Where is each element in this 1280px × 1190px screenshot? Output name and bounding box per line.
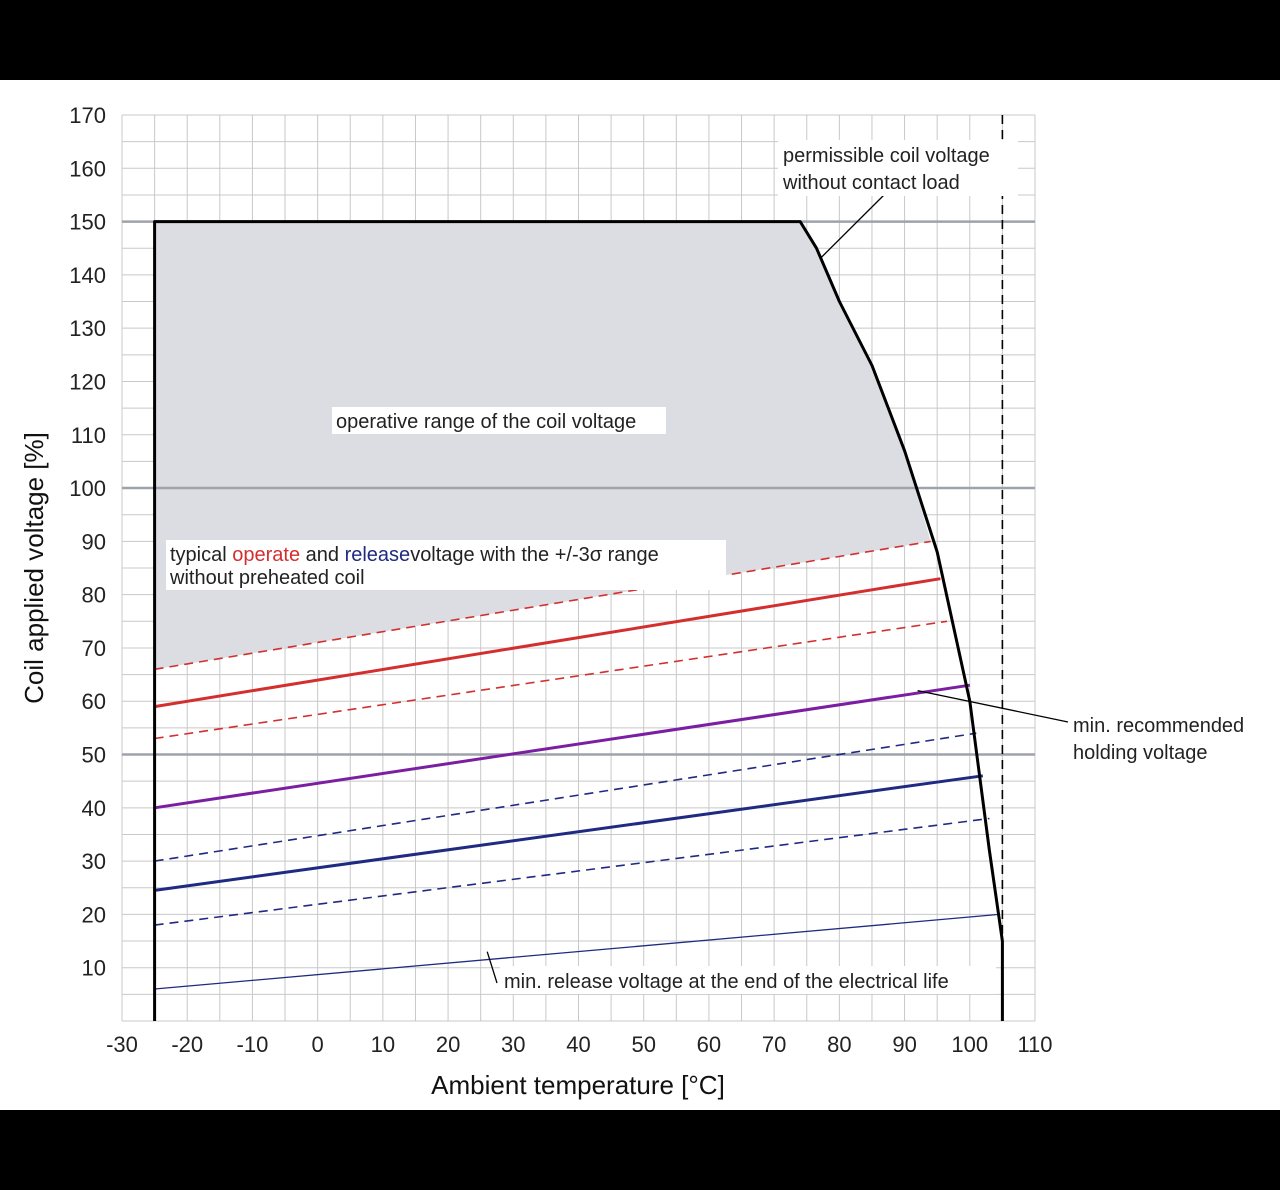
y-tick-label: 10 <box>82 956 106 981</box>
annotation-typical-release: release <box>345 544 411 566</box>
annotation-typical: typical operate and releasevoltage with … <box>166 540 726 590</box>
y-tick-label: 90 <box>82 529 106 554</box>
y-tick-label: 20 <box>82 902 106 927</box>
annotation-holding-line2: holding voltage <box>1073 742 1208 764</box>
x-tick-label: 60 <box>697 1032 721 1057</box>
annotation-leaders <box>486 192 1069 984</box>
operative-range-boundary <box>153 220 1004 1021</box>
boundary-layer <box>153 220 1004 1021</box>
series-line-operate-lower <box>154 620 948 740</box>
x-tick-label: 0 <box>312 1032 324 1057</box>
x-tick-label: 30 <box>501 1032 525 1057</box>
y-tick-label: 100 <box>69 476 106 501</box>
annotation-typical-prefix: typical <box>170 544 232 566</box>
series-line-operate-upper <box>154 540 931 671</box>
annotation-operative: operative range of the coil voltage <box>332 407 666 434</box>
x-tick-label: 80 <box>827 1032 851 1057</box>
x-tick-label: 100 <box>951 1032 988 1057</box>
x-tick-label: -10 <box>237 1032 269 1057</box>
series-line-operate-typical <box>154 577 941 709</box>
y-tick-label: 80 <box>82 583 106 608</box>
annotation-operative-text: operative range of the coil voltage <box>336 411 636 433</box>
x-axis-title: Ambient temperature [°C] <box>431 1070 725 1100</box>
x-tick-label: 10 <box>371 1032 395 1057</box>
series-line-release-typical <box>154 774 984 892</box>
series-lines <box>154 540 1000 990</box>
y-tick-label: 60 <box>82 689 106 714</box>
y-tick-label: 170 <box>69 103 106 128</box>
x-tick-label: 20 <box>436 1032 460 1057</box>
y-tick-label: 150 <box>69 210 106 235</box>
series-line-release-lower <box>154 817 990 926</box>
annotation-holding-line1: min. recommended <box>1073 715 1244 737</box>
annotation-permissible: permissible coil voltage without contact… <box>778 140 1018 196</box>
annotation-holding: min. recommended holding voltage <box>1073 715 1244 764</box>
x-tick-label: 40 <box>566 1032 590 1057</box>
series-line-release-upper <box>154 732 977 862</box>
y-tick-label: 30 <box>82 849 106 874</box>
x-tick-label: 70 <box>762 1032 786 1057</box>
annotation-eol: min. release voltage at the end of the e… <box>500 966 996 994</box>
annotation-typical-suffix: voltage with the +/-3σ range <box>410 544 659 566</box>
leader-eol <box>486 951 498 984</box>
y-tick-label: 110 <box>71 423 106 448</box>
y-tick-label: 40 <box>82 796 106 821</box>
annotation-eol-text: min. release voltage at the end of the e… <box>504 971 949 993</box>
leader-holding <box>917 689 1069 723</box>
y-tick-label: 140 <box>69 263 106 288</box>
x-tick-label: -20 <box>171 1032 203 1057</box>
annotation-typical-operate: operate <box>232 544 300 566</box>
annotation-permissible-line1: permissible coil voltage <box>783 145 990 167</box>
x-tick-label: 50 <box>631 1032 655 1057</box>
annotation-permissible-line2: without contact load <box>782 172 960 194</box>
y-tick-label: 70 <box>82 636 106 661</box>
x-tick-label: 110 <box>1017 1032 1052 1057</box>
tick-labels: -30 -20 -10 0 10 20 30 40 50 60 70 80 90 100 110 10 20 30… <box>69 103 1052 1057</box>
series-line-min-release-end-of-life <box>154 913 1000 990</box>
y-axis-title: Coil applied voltage [%] <box>19 432 49 704</box>
leader-permissible <box>819 192 887 260</box>
y-tick-label: 160 <box>69 156 106 181</box>
y-tick-label: 50 <box>82 743 106 768</box>
x-tick-label: -30 <box>106 1032 138 1057</box>
series-line-min-holding <box>154 683 971 810</box>
y-tick-label: 130 <box>69 316 106 341</box>
y-tick-label: 120 <box>69 369 106 394</box>
annotation-typical-line2: without preheated coil <box>169 567 365 589</box>
annotation-typical-line1: typical operate and releasevoltage with … <box>170 544 659 566</box>
annotation-typical-and: and <box>300 544 344 566</box>
x-tick-label: 90 <box>892 1032 916 1057</box>
